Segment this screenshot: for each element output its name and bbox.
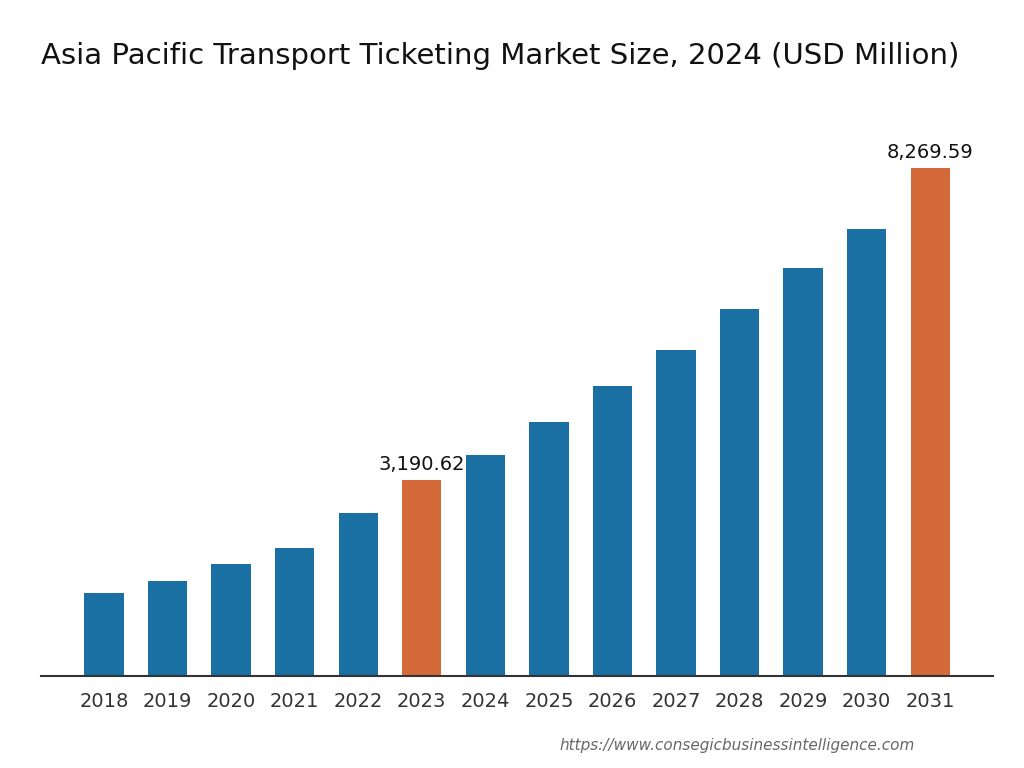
Bar — [147, 581, 187, 676]
Bar — [466, 455, 505, 676]
Bar — [593, 386, 632, 676]
Text: https://www.consegicbusinessintelligence.com: https://www.consegicbusinessintelligence… — [559, 737, 915, 753]
Bar — [211, 564, 251, 676]
Bar — [783, 268, 823, 676]
Bar — [720, 309, 760, 676]
Bar — [529, 422, 568, 676]
Bar — [847, 229, 887, 676]
Bar — [402, 480, 441, 676]
Bar — [656, 349, 695, 676]
Bar — [274, 548, 314, 676]
Bar — [339, 513, 378, 676]
Text: 3,190.62: 3,190.62 — [379, 455, 465, 475]
Bar — [84, 593, 124, 676]
Text: 8,269.59: 8,269.59 — [887, 143, 974, 162]
Text: Asia Pacific Transport Ticketing Market Size, 2024 (USD Million): Asia Pacific Transport Ticketing Market … — [41, 42, 959, 71]
Bar — [910, 167, 950, 676]
